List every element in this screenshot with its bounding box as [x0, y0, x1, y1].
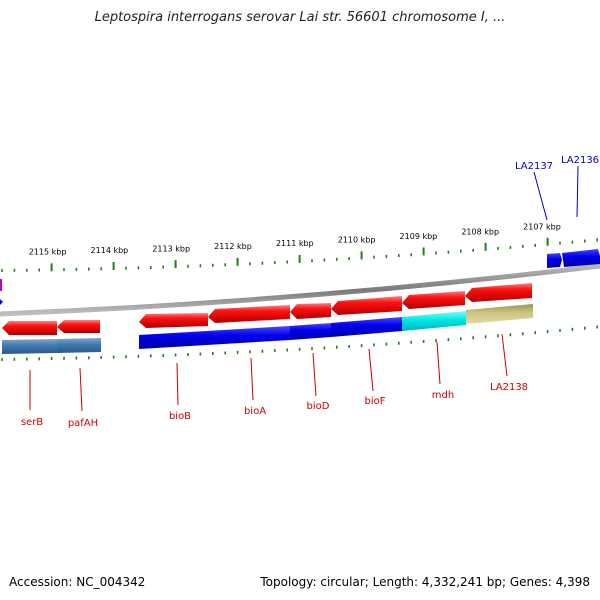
gene-label-bioB[interactable]: bioB: [169, 411, 191, 422]
gene-la2137[interactable]: [547, 253, 562, 268]
gene-bioD[interactable]: [290, 303, 331, 319]
scale-label: 2113 kbp: [152, 244, 190, 253]
scale-label: 2109 kbp: [400, 232, 438, 241]
genome-summary-text: Topology: circular; Length: 4,332,241 bp…: [260, 575, 590, 589]
scale-label: 2110 kbp: [338, 236, 376, 245]
cds-bioD[interactable]: [290, 323, 331, 340]
cds-serB[interactable]: [2, 339, 57, 354]
gene-bioA[interactable]: [208, 305, 290, 323]
gene-label-serB[interactable]: serB: [21, 417, 43, 428]
gene-label-bioF[interactable]: bioF: [365, 396, 386, 407]
gene-bioB[interactable]: [139, 313, 208, 328]
lower-gene-labels: serB pafAH bioB bioA bioD bioF mdh LA213…: [21, 333, 528, 429]
gene-LA2138[interactable]: [465, 283, 532, 302]
gene-label-la2136[interactable]: LA2136: [561, 155, 599, 166]
scale-label: 2112 kbp: [214, 242, 252, 251]
gene-label-la2137[interactable]: LA2137: [515, 161, 553, 172]
gene-label-pafAH[interactable]: pafAH: [68, 418, 98, 429]
scale-label: 2111 kbp: [276, 239, 314, 248]
gene-serB[interactable]: [2, 321, 57, 335]
chromosome-backbone: [0, 263, 600, 317]
leader-la2136: [576, 165, 579, 218]
lower-scale-ticks: [1, 325, 599, 361]
cds-track: [2, 304, 533, 354]
cds-mdh[interactable]: [402, 311, 466, 331]
cds-bioF[interactable]: [331, 317, 402, 337]
gene-la2136[interactable]: [562, 249, 600, 267]
gene-track: [2, 283, 532, 335]
accession-text: Accession: NC_004342: [9, 575, 146, 589]
leader-pafAH: [79, 367, 83, 412]
gene-label-LA2138[interactable]: LA2138: [490, 382, 528, 393]
clipped-feature-magenta: [0, 279, 2, 291]
map-title: Leptospira interrogans serovar Lai str. …: [94, 10, 506, 25]
cds-bioB-bioA[interactable]: [139, 326, 290, 349]
scale-label: 2107 kbp: [523, 222, 561, 231]
leader-bioB: [176, 362, 179, 406]
gene-pafAH[interactable]: [57, 320, 100, 333]
scale-label: 2115 kbp: [29, 247, 67, 256]
scale-labels: 2107 kbp 2108 kbp 2109 kbp 2110 kbp 2111 kbp…: [29, 222, 561, 256]
leader-bioA: [250, 357, 254, 401]
clipped-feature-blue: [0, 299, 3, 305]
gene-bioF[interactable]: [331, 296, 402, 315]
gene-mdh[interactable]: [402, 291, 465, 309]
gene-label-bioD[interactable]: bioD: [307, 401, 330, 412]
scale-label: 2114 kbp: [91, 246, 129, 255]
gene-label-bioA[interactable]: bioA: [244, 406, 266, 417]
leader-mdh: [436, 341, 441, 385]
upper-gene-track: [547, 249, 600, 268]
scale-label: 2108 kbp: [461, 227, 499, 236]
gene-label-mdh[interactable]: mdh: [432, 390, 454, 401]
cds-LA2138[interactable]: [466, 304, 533, 324]
cds-pafAH[interactable]: [57, 338, 101, 353]
leader-LA2138: [501, 333, 508, 377]
leader-bioF: [368, 348, 374, 392]
leader-bioD: [312, 352, 317, 397]
upper-gene-labels: LA2137 LA2136: [515, 155, 599, 221]
scale-ticks: [1, 237, 599, 272]
leader-la2137: [533, 171, 548, 221]
